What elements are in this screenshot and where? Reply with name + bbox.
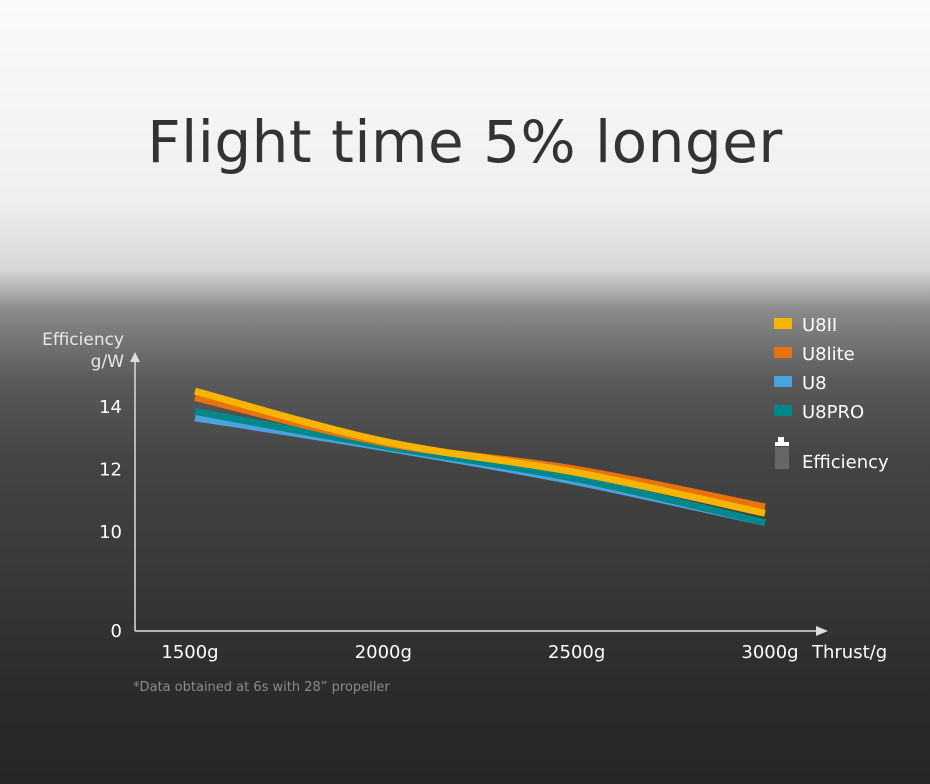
battery-icon-top xyxy=(775,442,789,446)
y-axis-arrow xyxy=(130,352,140,362)
x-tick-label: 1500g xyxy=(161,642,218,663)
series-line-u8ii xyxy=(194,387,766,517)
series-line-u8pro xyxy=(194,408,766,527)
x-axis-arrow xyxy=(816,626,828,636)
legend-label: U8lite xyxy=(802,344,855,365)
y-tick-label: 12 xyxy=(99,459,122,480)
page-title: Flight time 5% longer xyxy=(147,108,783,176)
legend-swatch xyxy=(774,405,792,416)
axes: 0 10 12 14 1500g 2000g 2500g 3000g xyxy=(99,352,828,663)
x-tick-label: 2500g xyxy=(548,642,605,663)
x-tick-label: 2000g xyxy=(355,642,412,663)
series-lines xyxy=(194,387,766,527)
battery-icon xyxy=(775,447,789,469)
x-tick-label: 3000g xyxy=(741,642,798,663)
y-tick-label: 14 xyxy=(99,397,122,418)
legend-label: U8 xyxy=(802,373,827,394)
x-axis-label: Thrust/g xyxy=(811,642,887,663)
y-axis-label-1: Efficiency xyxy=(42,330,124,350)
footnote: *Data obtained at 6s with 28” propeller xyxy=(133,680,390,695)
legend-swatch xyxy=(774,318,792,329)
battery-icon-cap xyxy=(778,437,784,442)
y-axis-label-2: g/W xyxy=(91,352,125,372)
y-tick-label: 10 xyxy=(99,522,122,543)
legend: U8II U8lite U8 U8PRO Efficiency xyxy=(774,315,889,473)
series-line-u8 xyxy=(194,414,766,527)
y-tick-label: 0 xyxy=(111,621,122,642)
legend-swatch xyxy=(774,376,792,387)
legend-label-efficiency: Efficiency xyxy=(802,452,889,473)
legend-label: U8PRO xyxy=(802,402,864,423)
legend-swatch xyxy=(774,347,792,358)
legend-label: U8II xyxy=(802,315,837,336)
